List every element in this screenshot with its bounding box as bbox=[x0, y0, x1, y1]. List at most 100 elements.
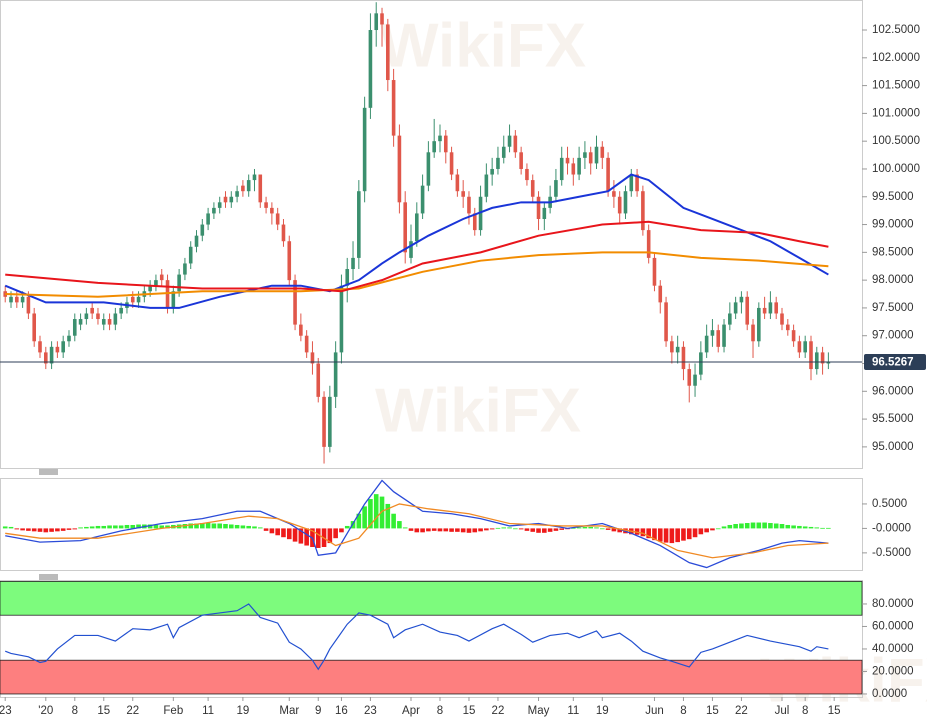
candle-body bbox=[72, 319, 77, 336]
histogram-bar bbox=[686, 528, 692, 540]
histogram-bar bbox=[66, 528, 72, 530]
candle-body bbox=[513, 135, 518, 153]
histogram-bar bbox=[37, 528, 43, 532]
candle-body bbox=[235, 191, 239, 197]
candle-body bbox=[797, 341, 802, 353]
candle-body bbox=[559, 157, 564, 181]
watermark: WikiFX bbox=[380, 11, 586, 80]
histogram-bar bbox=[455, 528, 460, 532]
histogram-bar bbox=[704, 528, 709, 533]
y-tick-label: 102.0000 bbox=[872, 52, 920, 64]
candle-body bbox=[113, 313, 118, 325]
candle-body bbox=[519, 152, 523, 169]
histogram-bar bbox=[356, 513, 362, 529]
histogram-bar bbox=[681, 528, 686, 541]
histogram-bar bbox=[113, 525, 118, 529]
histogram-bar bbox=[188, 523, 194, 529]
histogram-bar bbox=[553, 528, 559, 531]
histogram-bar bbox=[802, 526, 808, 529]
histogram-bar bbox=[797, 525, 802, 529]
x-tick-label: Feb bbox=[163, 705, 183, 717]
histogram-bar bbox=[611, 528, 617, 532]
histogram-bar bbox=[211, 523, 217, 529]
candle-body bbox=[490, 168, 494, 175]
candle-body bbox=[426, 152, 431, 186]
candle-body bbox=[785, 324, 790, 331]
histogram-bar bbox=[263, 528, 269, 531]
candle-body bbox=[223, 196, 228, 203]
candle-body bbox=[32, 313, 37, 342]
candle-body bbox=[368, 30, 373, 108]
histogram-bar bbox=[466, 528, 472, 533]
histogram-bar bbox=[426, 528, 431, 532]
candle-body bbox=[699, 352, 703, 375]
candle-body bbox=[646, 230, 651, 258]
candle-body bbox=[745, 296, 750, 325]
histogram-bar bbox=[402, 527, 408, 529]
candle-body bbox=[739, 296, 744, 303]
candle-body bbox=[206, 213, 210, 225]
indicator-line bbox=[5, 603, 829, 671]
x-tick-label: 9 bbox=[315, 705, 321, 717]
x-tick-label: 15 bbox=[97, 705, 110, 717]
panel-frame bbox=[0, 0, 863, 469]
candle-body bbox=[78, 319, 83, 325]
histogram-bar bbox=[744, 523, 750, 529]
candle-body bbox=[420, 185, 425, 214]
y-tick-label: 40.0000 bbox=[872, 643, 914, 655]
x-tick-label: May bbox=[528, 705, 550, 717]
candle-body bbox=[351, 257, 355, 270]
last-price-box bbox=[864, 354, 926, 371]
y-tick-label: 97.5000 bbox=[872, 302, 914, 314]
histogram-bar bbox=[205, 523, 211, 529]
y-tick-label: 99.0000 bbox=[872, 219, 914, 231]
candle-body bbox=[664, 302, 668, 342]
candle-body bbox=[733, 302, 738, 314]
candle-body bbox=[635, 174, 639, 192]
histogram-bar bbox=[252, 526, 257, 529]
candle-body bbox=[310, 352, 315, 364]
histogram-bar bbox=[675, 528, 680, 543]
x-tick-label: 8 bbox=[802, 705, 808, 717]
histogram-bar bbox=[501, 527, 507, 529]
histogram-bar bbox=[814, 527, 820, 529]
candle-body bbox=[374, 13, 379, 31]
candle-body bbox=[316, 363, 321, 397]
candle-body bbox=[438, 135, 442, 142]
candle-body bbox=[461, 191, 465, 197]
histogram-bar bbox=[304, 528, 309, 546]
candle-body bbox=[467, 196, 471, 214]
histogram-bar bbox=[547, 528, 553, 532]
last-price-label: 96.5267 bbox=[872, 357, 914, 369]
histogram-bar bbox=[397, 521, 402, 529]
candle-body bbox=[496, 157, 500, 169]
candle-body bbox=[159, 274, 164, 281]
y-tick-label: 96.0000 bbox=[872, 385, 914, 397]
candle-body bbox=[38, 341, 42, 353]
histogram-bar bbox=[240, 525, 246, 529]
candle-body bbox=[432, 141, 436, 153]
y-tick-label: 101.5000 bbox=[872, 80, 920, 92]
candle-body bbox=[130, 296, 135, 303]
histogram-bar bbox=[710, 528, 715, 531]
histogram-bar bbox=[437, 528, 443, 532]
histogram-bar bbox=[507, 527, 512, 529]
candle-body bbox=[443, 135, 448, 153]
candle-body bbox=[403, 202, 408, 253]
candle-body bbox=[246, 180, 251, 192]
histogram-bar bbox=[298, 528, 304, 544]
histogram-bar bbox=[124, 524, 130, 529]
histogram-bar bbox=[484, 528, 489, 531]
histogram-bar bbox=[599, 528, 605, 530]
y-tick-label: 60.0000 bbox=[872, 620, 914, 632]
candle-body bbox=[658, 285, 663, 303]
histogram-bar bbox=[594, 527, 599, 529]
x-tick-label: 22 bbox=[735, 705, 748, 717]
candle-body bbox=[119, 307, 123, 314]
candle-body bbox=[101, 319, 106, 325]
x-tick-label: 8 bbox=[72, 705, 78, 717]
y-tick-label: 100.0000 bbox=[872, 163, 920, 175]
x-tick-label: 19 bbox=[236, 705, 249, 717]
candle-body bbox=[670, 341, 674, 353]
